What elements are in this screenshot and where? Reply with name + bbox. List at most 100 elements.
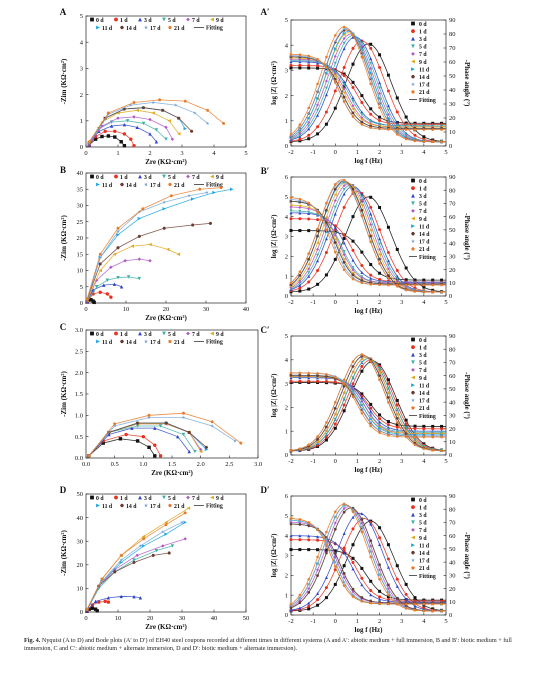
phase-fit-line [290,503,446,612]
data-point [95,609,99,613]
impedance-point [440,432,444,436]
impedance-point [333,375,337,379]
legend-marker [114,495,118,500]
phase-point [440,140,443,143]
phase-point [324,110,328,114]
x-tick-label: 2 [378,299,381,306]
phase-point [316,227,319,231]
impedance-point [298,63,302,67]
data-point [119,553,123,557]
impedance-point [342,74,346,78]
impedance-point [289,373,293,377]
impedance-point [351,391,355,395]
legend-label: 5 d [419,521,427,527]
phase-point [351,33,355,37]
phase-point [360,357,364,361]
impedance-point [316,548,320,552]
impedance-point [351,268,355,272]
data-point [183,537,187,541]
phase-point [307,120,311,124]
phase-point [289,608,293,612]
y-tick-label: 3.0 [75,327,83,334]
phase-point [378,374,382,377]
legend-label: 11 d [102,504,113,510]
impedance-point [342,572,346,575]
impedance-point [422,435,426,439]
data-point [148,132,152,136]
phase-point [422,285,426,289]
legend-label: 1 d [120,18,128,24]
legend-label: 7 d [419,368,427,374]
data-point [162,200,166,204]
y2-tick-label: 0 [449,143,452,150]
impedance-point [324,224,328,228]
phase-point [386,270,390,274]
phase-point [307,280,311,284]
phase-point [386,113,390,117]
impedance-point [386,595,390,599]
phase-point [395,584,399,588]
phase-point [404,288,408,292]
phase-point [360,518,364,521]
phase-point [369,42,373,46]
legend-label: 17 d [150,340,161,346]
phase-point [289,602,293,606]
legend-marker [411,520,415,525]
y2-tick-label: 60 [449,373,456,380]
impedance-point [386,432,390,436]
panel-letter: B′ [261,166,270,176]
legend-marker [411,82,415,86]
data-point [112,424,117,428]
phase-point [378,536,382,540]
phase-point [378,237,382,241]
data-point [190,223,195,227]
x-tick-label: 30 [203,306,210,313]
legend-marker [138,495,142,500]
impedance-point [316,210,319,214]
impedance-point [298,538,302,542]
data-point [183,511,187,515]
impedance-point [387,602,390,606]
data-point [205,190,209,195]
data-point [164,520,168,525]
legend-marker [96,25,100,30]
data-point [187,193,191,198]
legend-marker [411,375,415,380]
legend-label: 5 d [168,496,176,502]
data-point [153,454,157,458]
impedance-point [360,122,364,126]
data-point [93,137,98,141]
impedance-point [342,264,346,268]
x-tick-label: 4 [422,149,426,156]
legend-label: 21 d [174,504,185,510]
phase-point [360,199,364,203]
x-tick-label: -2 [288,299,293,306]
phase-point [316,603,320,607]
nyquist-panel-0: 0 1 2 3 4 5 0 1 2 3 4 5 Zre (KΩ·cm²) -Zim (KΩ·cm²) 0 d… [60,13,248,166]
data-point [183,520,187,525]
phase-point [395,420,399,424]
data-point [113,129,117,133]
data-point [92,300,96,305]
figure-caption: Fig. 4. Nyquist (A to D) and Bode plots … [24,637,536,653]
impedance-point [307,548,311,552]
fit-line [88,434,161,457]
phase-point [360,353,364,356]
phase-point [351,185,355,189]
fit-line [86,545,173,611]
legend-marker [144,25,148,30]
x-tick-label: 3 [400,618,403,625]
phase-point [289,603,293,607]
nyquist-panel-2: 0.0 0.5 1.0 1.5 2.0 2.5 3.0 0.0 0.5 1.0 1.5 2.0 2.5 3… [60,327,262,477]
data-point [109,265,113,269]
phase-point [316,132,320,136]
impedance-point [289,66,293,70]
phase-point [404,418,408,422]
y-tick-label: 3 [80,66,83,73]
impedance-point [386,420,390,424]
legend-label: 17 d [419,240,430,246]
phase-point [342,33,346,37]
legend-marker [144,339,148,344]
impedance-point [351,99,355,103]
